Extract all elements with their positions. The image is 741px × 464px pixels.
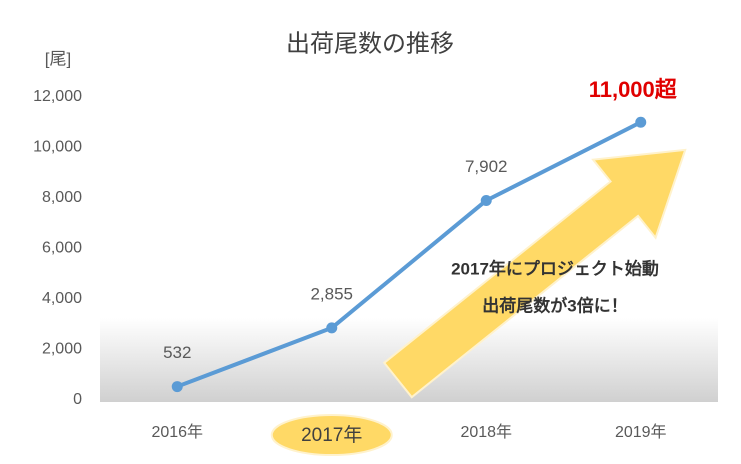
value-label: 7,902 [465, 157, 508, 176]
y-tick-label: 10,000 [33, 139, 82, 156]
category-highlight [270, 414, 393, 456]
y-axis-label: [尾] [45, 49, 71, 68]
marker [635, 116, 647, 128]
line [176, 120, 642, 389]
value-label: 532 [163, 343, 191, 362]
x-tick-label: 2017年 [301, 424, 362, 446]
x-tick-label: 2019年 [615, 423, 667, 441]
y-tick-label: 8,000 [42, 189, 82, 206]
annotation: 2017年にプロジェクト始動 [451, 258, 659, 278]
value-label: 11,000超 [589, 77, 678, 102]
value-label: 2,855 [310, 284, 353, 303]
marker [171, 381, 183, 393]
marker [480, 194, 492, 206]
annotation: 出荷尾数が3倍に！ [482, 295, 627, 315]
trend-arrow [382, 148, 687, 399]
y-tick-label: 6,000 [42, 240, 82, 257]
y-tick-label: 2,000 [42, 341, 82, 358]
x-tick-label: 2018年 [460, 423, 512, 441]
y-tick-label: 4,000 [42, 290, 82, 307]
y-tick-label: 12,000 [33, 88, 82, 105]
x-tick-label: 2016年 [151, 423, 203, 441]
y-tick-label: 0 [73, 391, 82, 408]
chart-title: 出荷尾数の推移 [286, 30, 454, 57]
marker [326, 322, 338, 334]
